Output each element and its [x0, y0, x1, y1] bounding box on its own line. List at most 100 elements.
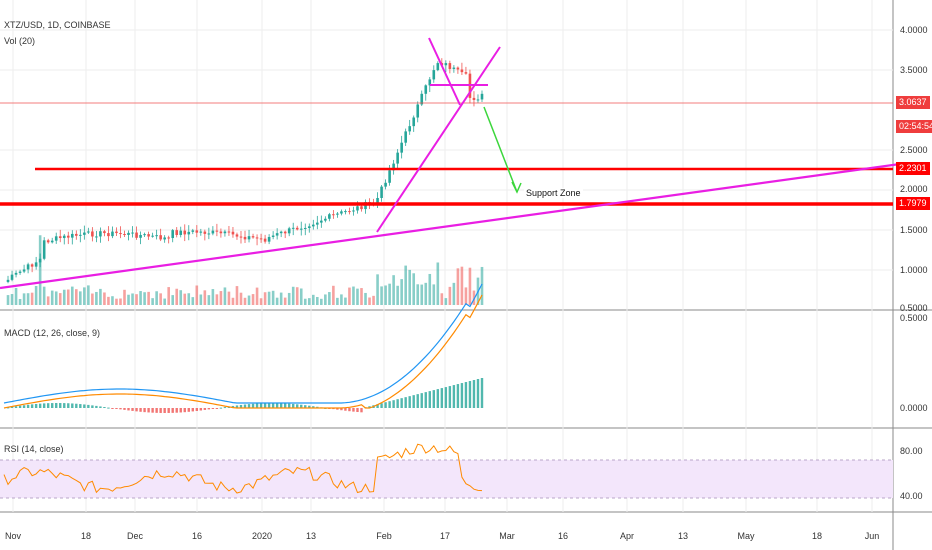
projection-arrow[interactable] — [483, 106, 522, 194]
volume-bar — [135, 294, 138, 305]
candle-body — [42, 240, 46, 259]
volume-bar — [119, 298, 122, 305]
macd-histogram-bar — [99, 406, 102, 408]
volume-bar — [199, 294, 203, 305]
macd-histogram-bar — [179, 408, 182, 413]
volume-bar — [54, 291, 58, 305]
volume-bar — [388, 283, 391, 305]
volume-bar — [247, 295, 251, 305]
volume-bar — [283, 297, 287, 305]
macd-histogram-bar — [251, 403, 255, 408]
macd-histogram-bar — [46, 403, 50, 408]
candle-body — [171, 230, 175, 239]
macd-histogram-bar — [424, 392, 427, 408]
support-zone-label[interactable]: Support Zone — [524, 188, 583, 198]
macd-histogram-bar — [131, 408, 134, 411]
macd-histogram-bar — [271, 403, 275, 408]
volume-bar — [46, 296, 50, 305]
candle-body — [460, 69, 464, 73]
long-trend-line[interactable] — [0, 162, 901, 290]
volume-bar — [275, 297, 279, 305]
candle-body — [223, 231, 227, 234]
volume-bar — [183, 293, 187, 305]
candle-body — [316, 222, 319, 225]
volume-bar — [251, 294, 255, 305]
wedge-down-line[interactable] — [428, 37, 461, 106]
price-tick: 1.0000 — [900, 265, 928, 275]
macd-histogram-bar — [304, 405, 307, 408]
volume-bar — [223, 287, 227, 305]
candle-body — [251, 236, 255, 238]
macd-histogram-bar — [388, 401, 391, 408]
macd-histogram-bar — [167, 408, 170, 413]
rsi-line — [3, 443, 483, 494]
volume-bar — [10, 294, 14, 305]
time-tick: 13 — [305, 531, 317, 541]
steep-trend-line[interactable] — [376, 46, 501, 233]
volume-bar — [207, 295, 211, 305]
macd-histogram-bar — [275, 403, 279, 408]
candle-body — [6, 279, 10, 282]
volume-bar — [235, 286, 239, 305]
macd-histogram-bar — [71, 403, 74, 408]
candle-body — [267, 236, 271, 242]
time-tick: 2020 — [251, 531, 273, 541]
candle-body — [123, 234, 126, 236]
volume-bar — [38, 235, 42, 305]
candle-body — [99, 231, 102, 237]
volume-bar — [34, 285, 38, 305]
candle-body — [299, 228, 303, 230]
macd-histogram-bar — [155, 408, 158, 413]
macd-histogram-bar — [63, 403, 66, 408]
volume-bar — [468, 267, 472, 305]
macd-histogram-bar — [87, 404, 90, 408]
macd-histogram-bar — [199, 408, 203, 411]
candle-body — [127, 232, 130, 235]
volume-bar — [287, 292, 291, 305]
volume-bar — [171, 295, 175, 305]
candle-body — [62, 235, 66, 239]
candle-body — [275, 233, 279, 236]
candle-body — [227, 231, 231, 233]
candle-body — [247, 236, 251, 240]
macd-histogram-bar — [404, 397, 407, 408]
candle-body — [452, 67, 456, 69]
macd-histogram-bar — [292, 403, 295, 408]
candle-body — [183, 230, 187, 235]
macd-histogram-bar — [211, 408, 215, 409]
macd-line — [3, 283, 483, 404]
macd-histogram-bar — [123, 408, 126, 410]
macd-histogram-bar — [267, 403, 271, 408]
macd-histogram-bar — [159, 408, 162, 413]
volume-bar — [103, 292, 106, 305]
candle-body — [83, 232, 86, 235]
macd-histogram-bar — [283, 403, 287, 408]
candle-body — [420, 93, 424, 105]
volume-bar — [444, 298, 448, 305]
candle-body — [476, 99, 480, 101]
macd-histogram-bar — [308, 405, 311, 408]
volume-bar — [75, 289, 78, 305]
macd-histogram-bar — [312, 406, 315, 408]
macd-histogram-bar — [380, 403, 383, 408]
macd-histogram-bar — [376, 404, 379, 408]
macd-histogram-bar — [432, 390, 435, 408]
candle-body — [255, 237, 259, 239]
candle-body — [46, 240, 50, 243]
volume-bar — [460, 266, 464, 305]
candle-body — [328, 214, 331, 219]
macd-histogram — [6, 378, 484, 413]
volume-bar — [348, 287, 351, 305]
candle-body — [279, 231, 283, 234]
macd-histogram-bar — [360, 408, 363, 413]
macd-histogram-bar — [480, 378, 484, 408]
volume-bar — [436, 262, 440, 305]
volume-bar — [127, 294, 130, 305]
volume-bar — [147, 291, 150, 305]
volume-bar — [303, 298, 307, 305]
candle-body — [263, 238, 267, 242]
volume-bar — [211, 289, 215, 305]
candle-body — [215, 230, 219, 232]
candle-body — [191, 230, 195, 232]
